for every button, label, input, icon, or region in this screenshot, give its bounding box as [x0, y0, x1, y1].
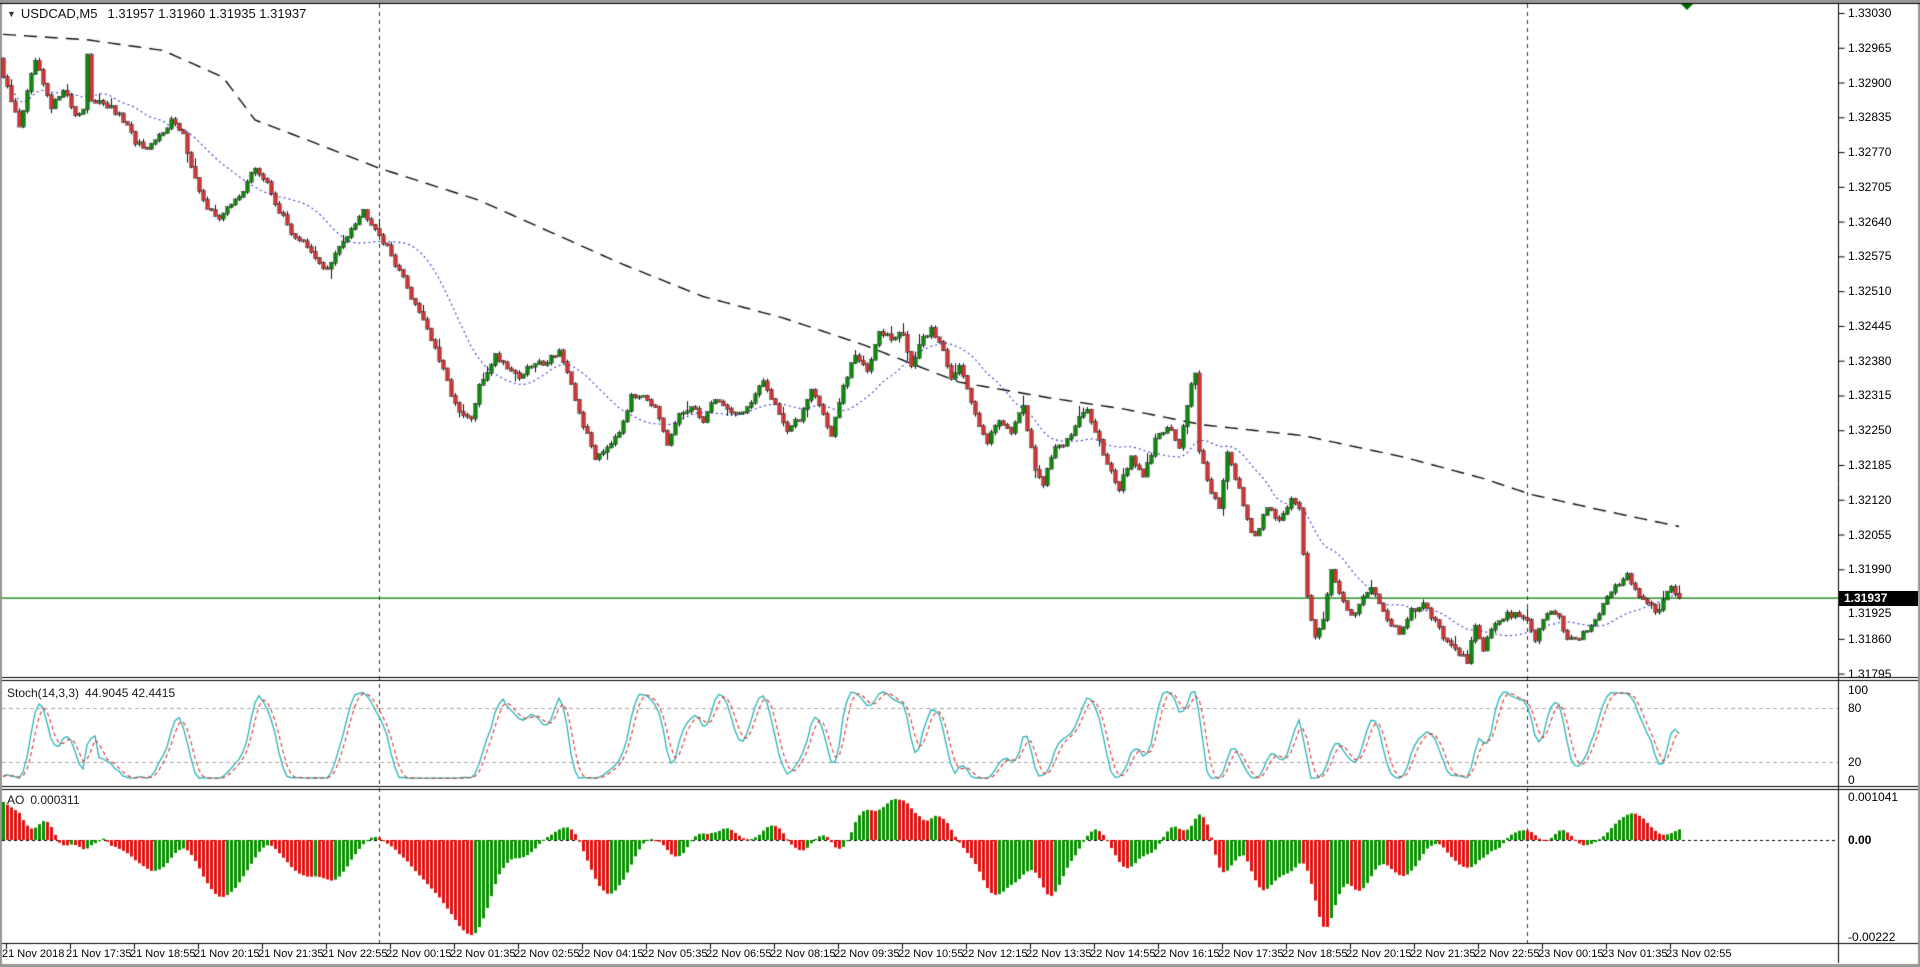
chart-header: ▼ USDCAD,M5 1.31957 1.31960 1.31935 1.3193…	[7, 6, 306, 21]
ao-name: AO	[7, 793, 25, 807]
stoch-indicator-label: Stoch(14,3,3) 44.9045 42.4415	[7, 686, 175, 700]
symbol-timeframe-label: USDCAD,M5	[20, 6, 98, 21]
ao-indicator-label: AO 0.000311	[7, 793, 80, 807]
symbol-dropdown-icon[interactable]: ▼	[7, 9, 16, 19]
ao-value: 0.000311	[30, 793, 80, 807]
stoch-name: Stoch(14,3,3)	[7, 686, 80, 700]
stoch-values: 44.9045 42.4415	[85, 686, 176, 700]
ohlc-values: 1.31957 1.31960 1.31935 1.31937	[107, 6, 307, 21]
current-price-tag: 1.31937	[1839, 591, 1918, 606]
